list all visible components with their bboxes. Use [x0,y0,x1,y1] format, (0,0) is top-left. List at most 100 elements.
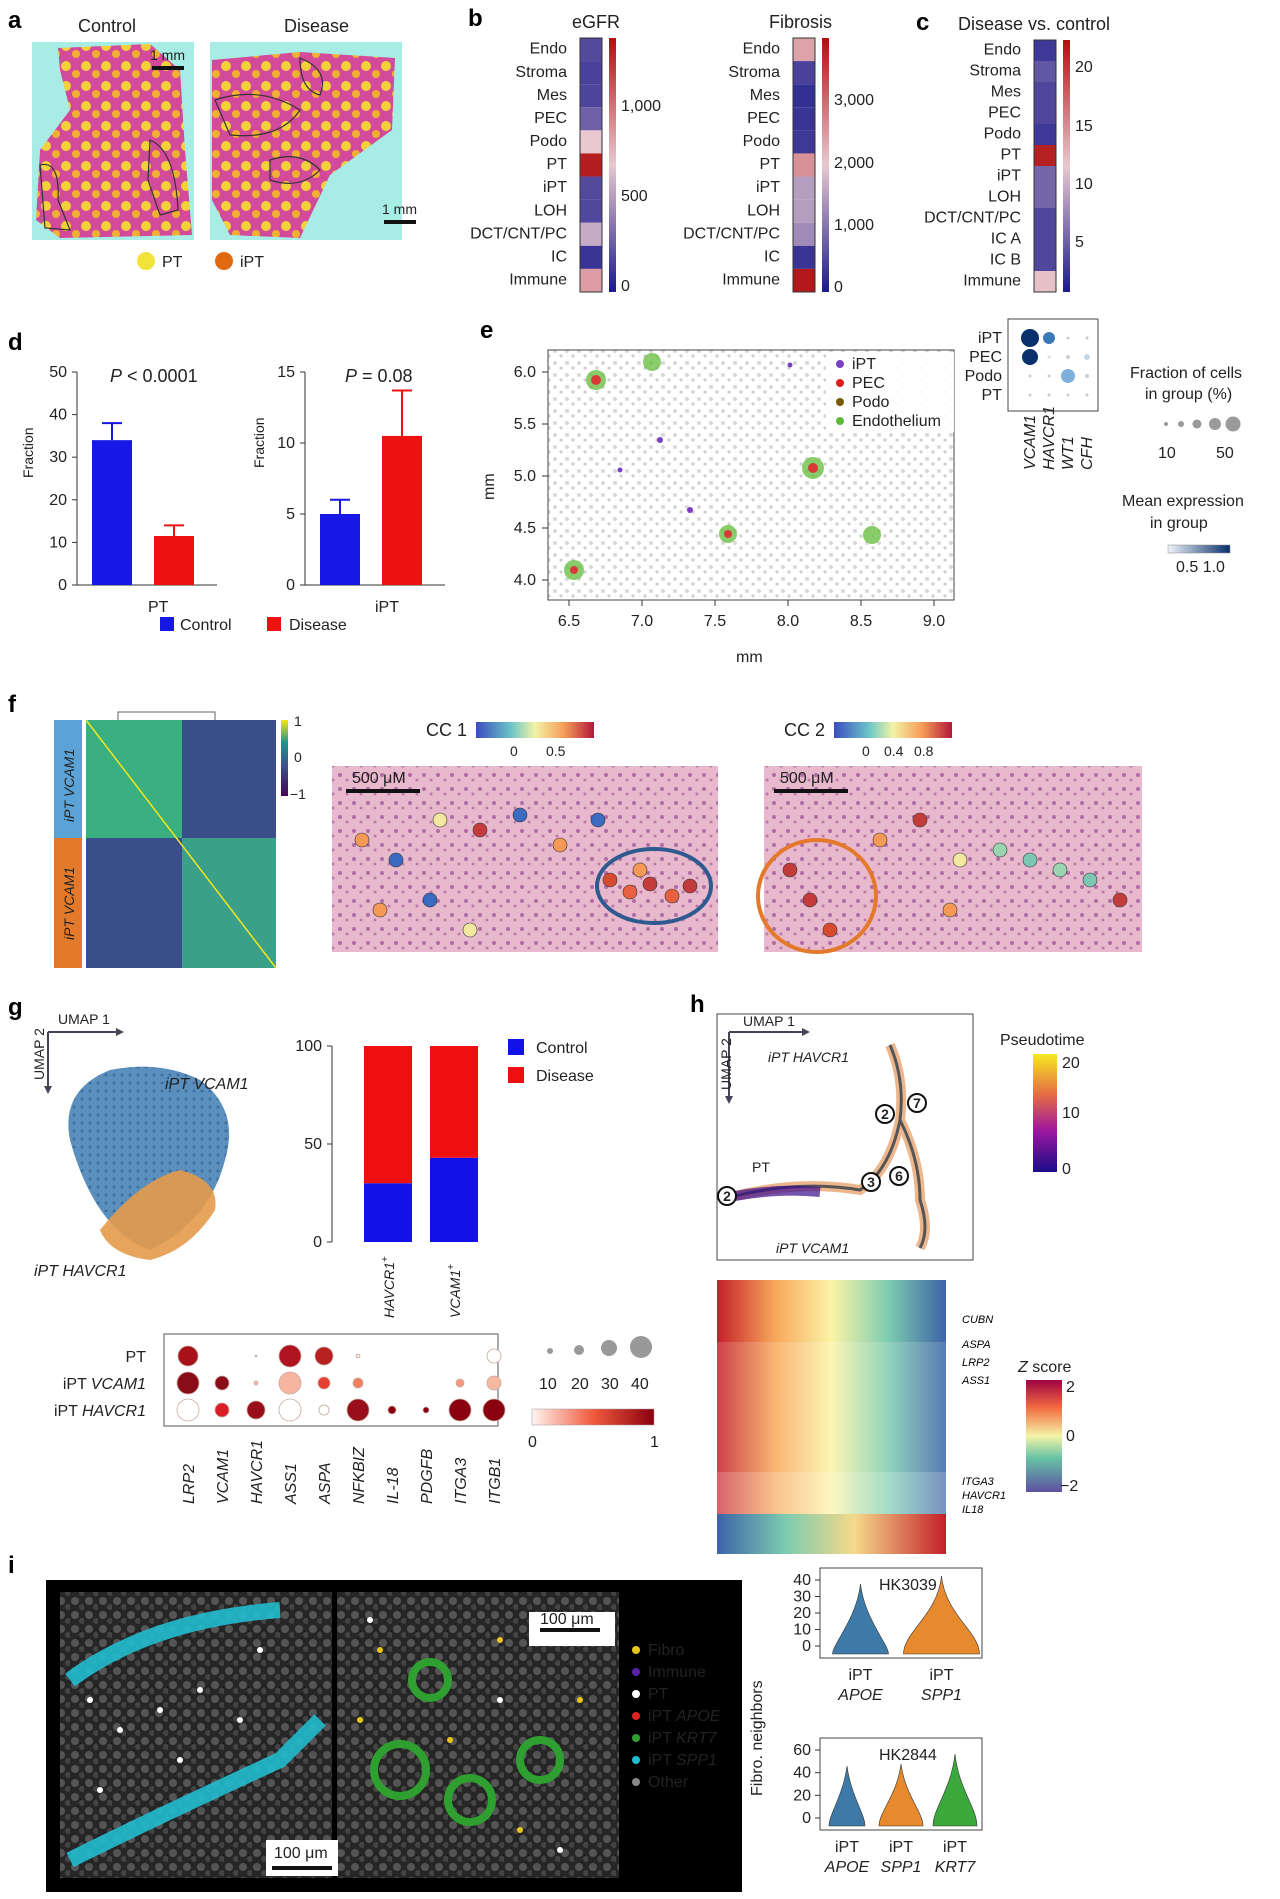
e-dot-col-label: WT1 [1060,436,1077,470]
f-cc2-colorbar [834,722,952,738]
g-dot [214,1375,230,1391]
scalebar-disease [384,220,416,224]
b-egfr-cell [580,268,602,292]
g-dot-row-label: PT [126,1349,147,1366]
g-bar-ytick-label: 0 [313,1234,322,1251]
b-egfr-row-label: DCT/CNT/PC [470,225,567,242]
panel-a: Control Disease 1 mm 1 mm PT iPT [32,16,417,271]
b-fibrosis-row-label: iPT [756,179,780,196]
tissue-section-control [36,44,192,238]
h-node [907,1093,927,1113]
e-dot [1043,332,1055,344]
b-fibrosis-colorbar-tick: 0 [834,279,843,296]
d-pt-xlabel: PT [148,599,169,616]
b-egfr-cell [580,153,602,177]
h-pt-tick-0: 0 [1062,1161,1071,1178]
f-corr-colorbar [281,720,288,796]
b-egfr-cell [580,107,602,131]
e-dot-col-label: CFH [1079,437,1096,470]
e-dot [1061,369,1075,383]
g-bar-label: VCAM1+ [446,1264,463,1318]
b-fibrosis-cell [793,153,815,177]
h-umap-x: UMAP 1 [743,1013,795,1029]
i-v1-group-label: APOE [837,1687,883,1704]
e-ytick-label: 5.0 [514,468,536,485]
h-label-pt: PT [752,1159,770,1175]
i-legend-dot [632,1646,640,1654]
d-pt-title: P < 0.0001 [110,366,198,386]
g-legend-disease-swatch [508,1067,524,1083]
e-dot-col-label: HAVCR1 [1041,406,1058,470]
b-egfr-colorbar [609,38,616,292]
i-v1-group-label: iPT [849,1667,873,1684]
f-rowbar-vcam-1 [54,720,82,838]
i-v1-violin [832,1583,889,1655]
b-fibrosis-colorbar-tick: 1,000 [834,217,874,234]
e-legend-dot-pec [836,379,844,387]
g-bar-ytick-label: 100 [295,1038,322,1055]
d-ipt-ytick-label: 15 [277,364,295,381]
e-dot [1022,349,1038,365]
i-ylabel: Fibro. neighbors [749,1680,766,1796]
c-dvc-cell [1034,208,1056,229]
g-dot [448,1398,472,1422]
e-dot [1066,355,1070,359]
h-gene-label: CUBN [962,1314,993,1326]
panel-h: UMAP 1 UMAP 2 iPT HAVCR1 PT iPT VCAM1 2 7… [716,1013,1085,1554]
e-size-tick-50: 50 [1216,445,1234,462]
e-dot-col-label: VCAM1 [1022,415,1039,470]
e-xlabel: mm [736,649,763,666]
g-dot-col-label: LRP2 [181,1464,198,1504]
b-fibrosis-cell [793,61,815,85]
g-dot [346,1398,370,1422]
b-egfr-colorbar-tick: 1,000 [621,98,661,115]
g-dot [278,1371,302,1395]
c-dvc-row-label: Mes [991,83,1021,100]
g-umap-x: UMAP 1 [58,1011,110,1027]
h-gene-label: IL18 [962,1504,984,1516]
d-pt-bar-control [92,440,132,585]
d-ipt-ytick-label: 10 [277,435,295,452]
e-ytick-label: 5.5 [514,416,536,433]
panel-label-g: g [8,994,23,1021]
i-scalebar-right-label: 100 μm [540,1611,594,1628]
e-ytick-label: 6.0 [514,364,536,381]
e-dot [1085,374,1089,378]
i-legend-label: Fibro [648,1642,685,1659]
d-legend-disease-label: Disease [289,617,347,634]
h-zscore-title: Z score [1017,1359,1071,1376]
panel-label-f: f [8,691,17,718]
g-label-vcam: iPT VCAM1 [165,1076,249,1093]
g-dot-row-label: iPT HAVCR1 [54,1403,146,1420]
panel-b: eGFR Fibrosis Endo Stroma Mes PEC Podo PT iPT L… [470,12,874,296]
f-cc2-title: CC 2 [784,720,825,740]
f-corr-tick-0: 0 [294,749,302,765]
d-pt-ytick-label: 0 [58,577,67,594]
h-z-tick-0: 0 [1066,1428,1075,1445]
c-dvc-cell [1034,61,1056,82]
g-bar-disease [364,1046,412,1184]
panel-g: UMAP 1 UMAP 2 iPT VCAM1 iPT HAVCR1 05010… [31,1011,659,1505]
h-label-vcam: iPT VCAM1 [776,1240,849,1256]
g-bar-label: HAVCR1+ [380,1256,397,1318]
h-node-label: 2 [881,1106,889,1122]
scalebar-control [152,66,184,70]
g-dot [318,1404,330,1416]
g-dot-col-label: ITGA3 [453,1458,470,1504]
b-egfr-row-label: Podo [530,133,567,150]
g-dot [317,1376,331,1390]
c-title: Disease vs. control [958,14,1110,34]
b-egfr-row-label: Mes [537,87,567,104]
e-legend-dot-endothelium [836,417,844,425]
e-size-tick-10: 10 [1158,445,1176,462]
g-dot [177,1345,199,1367]
d-ipt-title: P = 0.08 [345,366,413,386]
h-umap-y: UMAP 2 [718,1038,734,1090]
e-dot [1047,374,1051,378]
d-ipt-ytick-label: 0 [286,577,295,594]
g-size-legend [547,1336,652,1358]
e-ytick-label: 4.5 [514,520,536,537]
c-dvc-colorbar-tick: 10 [1075,176,1093,193]
c-dvc-cell [1034,145,1056,166]
i-v2-group-label: iPT [835,1839,859,1856]
